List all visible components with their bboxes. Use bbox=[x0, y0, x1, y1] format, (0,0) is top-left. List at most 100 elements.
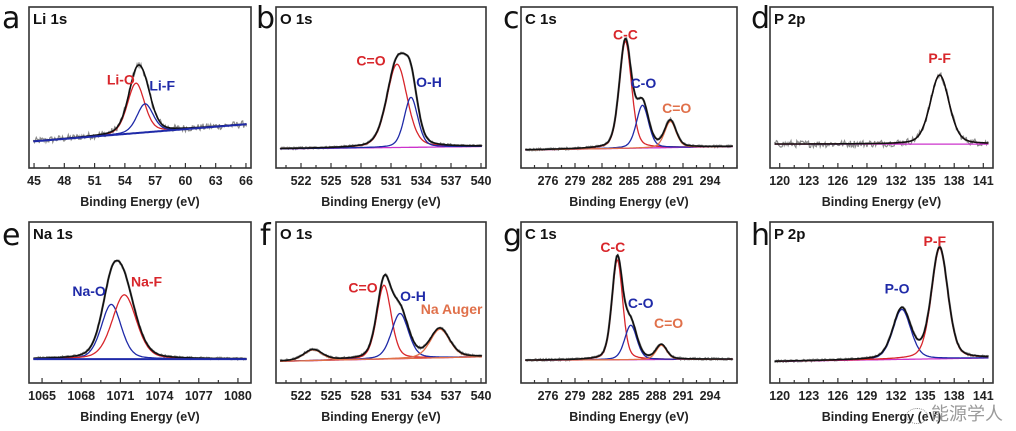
envelope-fit-line bbox=[525, 253, 733, 361]
x-tick-label: 54 bbox=[118, 174, 132, 188]
raw-spectrum-line bbox=[773, 71, 989, 150]
x-tick-label: 291 bbox=[673, 389, 694, 403]
panel-title: Na 1s bbox=[33, 226, 73, 243]
x-tick-label: 63 bbox=[209, 174, 223, 188]
panel-title: P 2p bbox=[774, 226, 805, 243]
panel-letter: f bbox=[260, 218, 272, 253]
component-line-p-f bbox=[774, 247, 989, 362]
panel-letter: g bbox=[503, 218, 522, 253]
panel-title: C 1s bbox=[525, 226, 557, 243]
peak-label: C=O bbox=[348, 279, 377, 295]
panel-title: C 1s bbox=[525, 11, 557, 28]
x-tick-label: 1071 bbox=[107, 389, 135, 403]
x-tick-label: 534 bbox=[411, 174, 432, 188]
envelope-fit-line bbox=[525, 37, 733, 151]
x-tick-label: 60 bbox=[178, 174, 192, 188]
peak-label: Na-F bbox=[131, 274, 163, 290]
x-tick-label: 141 bbox=[973, 174, 994, 188]
x-tick-label: 276 bbox=[538, 174, 559, 188]
peak-label: C=O bbox=[654, 315, 683, 331]
x-tick-label: 525 bbox=[321, 389, 342, 403]
x-tick-label: 534 bbox=[411, 389, 432, 403]
peak-label: P-O bbox=[885, 281, 910, 297]
x-tick-label: 525 bbox=[321, 174, 342, 188]
x-tick-label: 279 bbox=[565, 389, 586, 403]
x-tick-label: 123 bbox=[798, 389, 819, 403]
panel-title: Li 1s bbox=[33, 11, 67, 28]
x-tick-label: 1080 bbox=[224, 389, 252, 403]
envelope-fit-line bbox=[774, 74, 989, 145]
panel-title: O 1s bbox=[280, 226, 313, 243]
x-tick-label: 537 bbox=[441, 174, 462, 188]
x-axis-label: Binding Energy (eV) bbox=[569, 195, 688, 209]
x-tick-label: 528 bbox=[351, 389, 372, 403]
x-tick-label: 51 bbox=[88, 174, 102, 188]
x-tick-label: 66 bbox=[239, 174, 253, 188]
x-tick-label: 522 bbox=[291, 389, 312, 403]
envelope-fit-line bbox=[280, 52, 482, 150]
raw-spectrum-line bbox=[32, 61, 248, 145]
x-tick-label: 126 bbox=[827, 174, 848, 188]
panel-letter: a bbox=[2, 1, 20, 36]
x-axis-label: Binding Energy (eV) bbox=[321, 195, 440, 209]
peak-label: O-H bbox=[400, 288, 426, 304]
panel-title: O 1s bbox=[280, 11, 313, 28]
x-tick-label: 48 bbox=[57, 174, 71, 188]
panel-letter: b bbox=[256, 1, 275, 36]
peak-label: C=O bbox=[662, 100, 691, 116]
peak-label: C=O bbox=[356, 53, 385, 69]
baseline-line bbox=[33, 123, 247, 143]
x-tick-label: 531 bbox=[381, 174, 402, 188]
x-tick-label: 141 bbox=[973, 389, 994, 403]
xps-panel-b: b O 1s 522 525 528 531 534 537 540 Binding Energy… bbox=[256, 1, 491, 209]
x-tick-label: 528 bbox=[351, 174, 372, 188]
x-axis-label: Binding Energy (eV) bbox=[80, 410, 199, 424]
x-tick-label: 1068 bbox=[67, 389, 95, 403]
peak-label: Na Auger bbox=[421, 301, 483, 317]
x-tick-label: 126 bbox=[827, 389, 848, 403]
xps-panel-c: c C 1s 276 279 282 285 288 291 294 Binding Energy… bbox=[503, 1, 738, 209]
wechat-logo-icon bbox=[906, 408, 928, 424]
x-axis-label: Binding Energy (eV) bbox=[80, 195, 199, 209]
x-tick-label: 291 bbox=[673, 174, 694, 188]
x-tick-label: 45 bbox=[27, 174, 41, 188]
x-tick-label: 129 bbox=[857, 174, 878, 188]
peak-label: Na-O bbox=[72, 283, 106, 299]
peak-label: P-F bbox=[928, 50, 951, 66]
peak-label: P-F bbox=[924, 233, 947, 249]
x-tick-label: 285 bbox=[619, 174, 640, 188]
x-tick-label: 540 bbox=[471, 389, 492, 403]
component-line-c-o bbox=[525, 324, 733, 361]
plot-frame bbox=[275, 6, 487, 169]
x-tick-label: 537 bbox=[441, 389, 462, 403]
component-line-na-auger bbox=[280, 349, 482, 362]
watermark: 能源学人 bbox=[906, 404, 1014, 428]
xps-panel-a: a Li 1s 45 48 51 54 57 60 63 66 Binding Energy (eV… bbox=[2, 1, 253, 209]
x-tick-label: 138 bbox=[944, 174, 965, 188]
x-tick-label: 294 bbox=[700, 389, 721, 403]
watermark-text: 能源学人 bbox=[931, 404, 1003, 425]
peak-label: C-O bbox=[631, 75, 657, 91]
x-tick-label: 282 bbox=[592, 174, 613, 188]
x-tick-label: 120 bbox=[769, 174, 790, 188]
plot-frame bbox=[275, 221, 487, 384]
component-line-li-f bbox=[33, 103, 247, 142]
x-tick-label: 282 bbox=[592, 389, 613, 403]
x-tick-label: 1074 bbox=[146, 389, 174, 403]
component-line-c-o bbox=[525, 104, 733, 151]
panel-letter: h bbox=[751, 218, 770, 253]
component-line-p-f bbox=[774, 74, 989, 145]
x-tick-label: 1077 bbox=[185, 389, 213, 403]
x-tick-label: 132 bbox=[886, 389, 907, 403]
x-tick-label: 531 bbox=[381, 389, 402, 403]
peak-label: C-C bbox=[600, 239, 625, 255]
xps-panel-e: e Na 1s 1065 1068 1071 1074 1077 1080 Binding En… bbox=[2, 218, 252, 424]
peak-label: Li-F bbox=[149, 78, 175, 94]
x-tick-label: 285 bbox=[619, 389, 640, 403]
raw-spectrum-line bbox=[774, 245, 990, 364]
x-tick-label: 138 bbox=[944, 389, 965, 403]
